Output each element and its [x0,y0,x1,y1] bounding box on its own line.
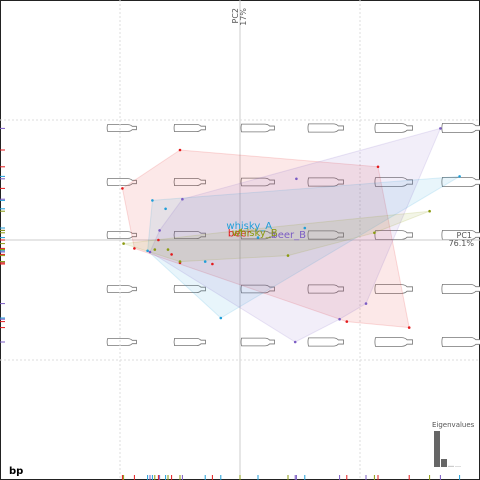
point [170,253,173,256]
bottle [307,337,344,347]
bottle [307,284,344,294]
corner-label: bp [9,466,23,477]
point [153,248,157,251]
bottle [173,123,206,133]
point [407,326,411,329]
point [286,254,290,257]
point [178,260,182,263]
bottle [173,230,206,240]
point [303,226,307,230]
bottle [374,230,413,240]
bottle [240,177,275,187]
bottle [106,178,137,186]
point [373,231,376,235]
point [178,148,182,152]
bottle [173,177,206,187]
group-label: beer_B [271,230,306,241]
point [428,209,431,213]
bottle [173,337,206,347]
eigen-bar [434,431,440,467]
point [121,187,124,190]
group-label: beer [228,228,252,239]
group-label: whisky_A [226,221,272,232]
eigen-bar [448,465,454,467]
point [238,229,242,232]
point [158,229,161,232]
eigen-bar [441,459,447,467]
point [133,247,136,250]
bottle [441,177,480,187]
point [151,199,154,202]
point [364,302,368,305]
y-axis-label: PC2 [231,8,240,24]
point [439,127,442,130]
bottle-grid [106,123,480,347]
bottle [307,230,344,240]
point [345,320,349,323]
group-label: whisky_B [232,228,278,239]
bottle [441,123,480,133]
point [293,340,297,344]
bottle [441,284,480,294]
point [148,250,152,254]
bottle [374,123,413,133]
eigen-title: Eigenvalues [432,421,475,429]
point [458,175,461,178]
bottle [307,177,344,187]
bottle [106,231,137,239]
point [219,316,223,320]
point [157,238,160,242]
bottle [240,123,275,133]
point [164,207,167,211]
group-hull [149,127,442,343]
bottle [240,284,275,294]
bottle [307,123,344,133]
x-axis-label-sub: 76.1% [449,239,475,248]
point [376,165,380,169]
point [122,242,125,245]
x-axis-label: PC1 [457,231,473,240]
point [211,262,214,266]
point [181,197,184,201]
bottle [374,337,413,347]
bottle [441,230,480,240]
bottle [106,124,137,132]
eigen-bar [455,466,461,467]
bottle [374,177,413,187]
bottle [374,284,413,294]
point [338,317,341,321]
bottle [173,284,206,294]
point [295,177,298,181]
point [256,236,260,239]
bottle [106,338,137,346]
point [203,260,207,263]
bottle [240,337,275,347]
bottle [106,285,137,293]
y-axis-label-sub: 17% [239,8,248,26]
bottle [441,337,480,347]
point [146,249,149,253]
bottle [240,230,275,240]
point [166,248,170,251]
